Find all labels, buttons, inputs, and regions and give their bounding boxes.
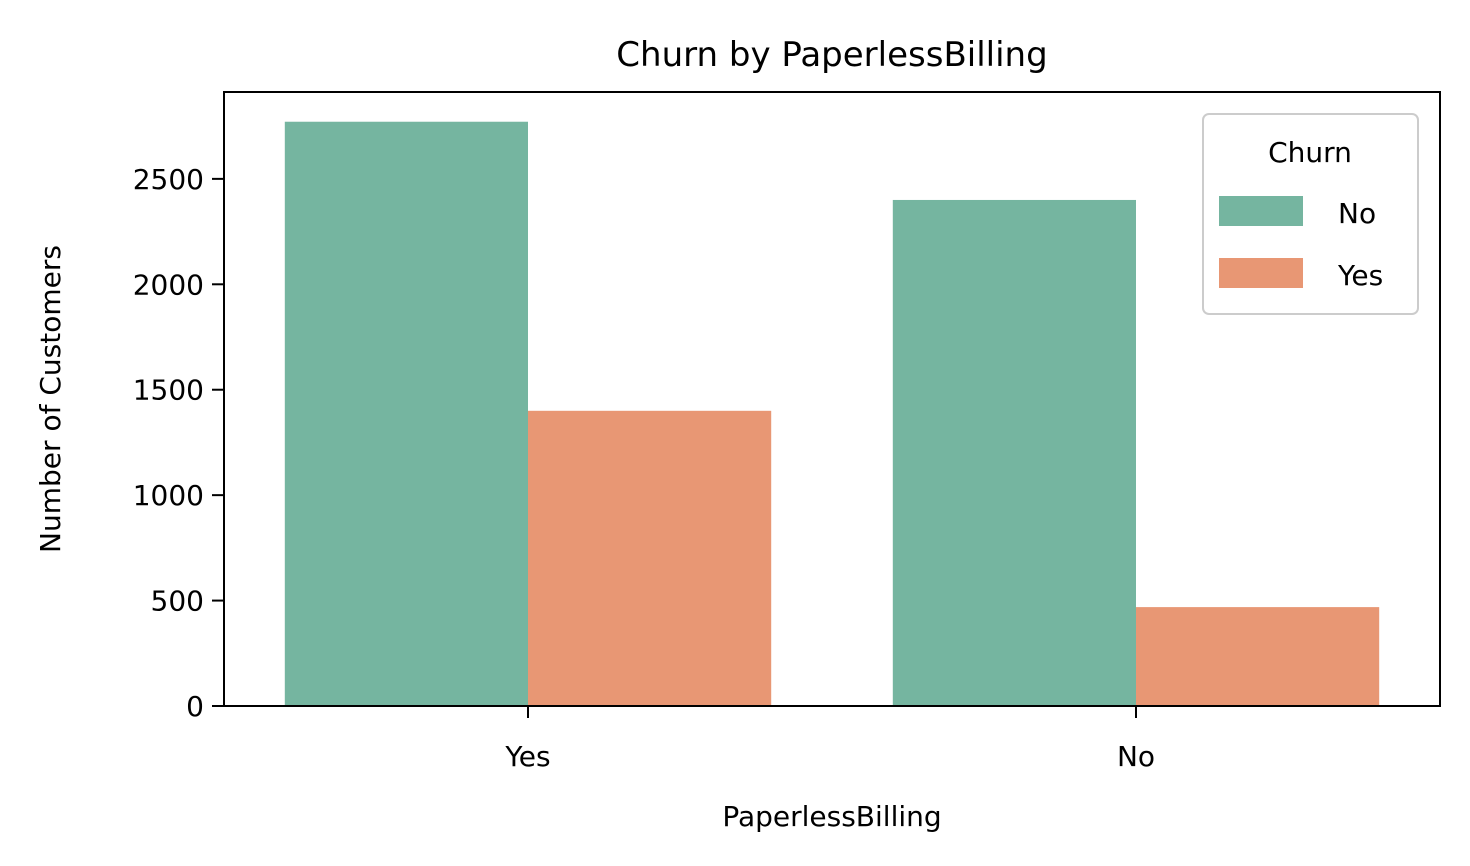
x-tick-label: No <box>1117 740 1155 773</box>
y-tick-label: 500 <box>151 585 204 618</box>
y-tick-label: 2500 <box>133 163 204 196</box>
x-axis-label: PaperlessBilling <box>722 800 941 833</box>
bar-yes-churn-no <box>284 121 528 706</box>
y-axis: 0 500 1000 1500 2000 2500 <box>133 163 224 723</box>
legend-swatch-yes <box>1219 258 1303 288</box>
bar-yes-churn-yes <box>528 410 772 706</box>
legend-swatch-no <box>1219 196 1303 226</box>
y-axis-label: Number of Customers <box>34 245 67 553</box>
bar-no-churn-no <box>892 199 1136 706</box>
x-tick-label: Yes <box>504 740 550 773</box>
plot-frame <box>223 91 1441 707</box>
chart-title: Churn by PaperlessBilling <box>616 35 1047 75</box>
legend-label-yes: Yes <box>1337 259 1383 292</box>
y-tick-label: 1000 <box>133 479 204 512</box>
y-tick-label: 1500 <box>133 374 204 407</box>
y-tick-label: 2000 <box>133 268 204 301</box>
legend-label-no: No <box>1338 197 1376 230</box>
y-tick-label: 0 <box>186 690 204 723</box>
legend-title: Churn <box>1268 136 1352 169</box>
x-axis: Yes No <box>504 706 1155 773</box>
legend-items: No Yes <box>1219 196 1383 292</box>
bars-group <box>284 121 1380 706</box>
bar-no-churn-yes <box>1136 607 1380 706</box>
legend: Churn No Yes <box>1202 113 1419 315</box>
